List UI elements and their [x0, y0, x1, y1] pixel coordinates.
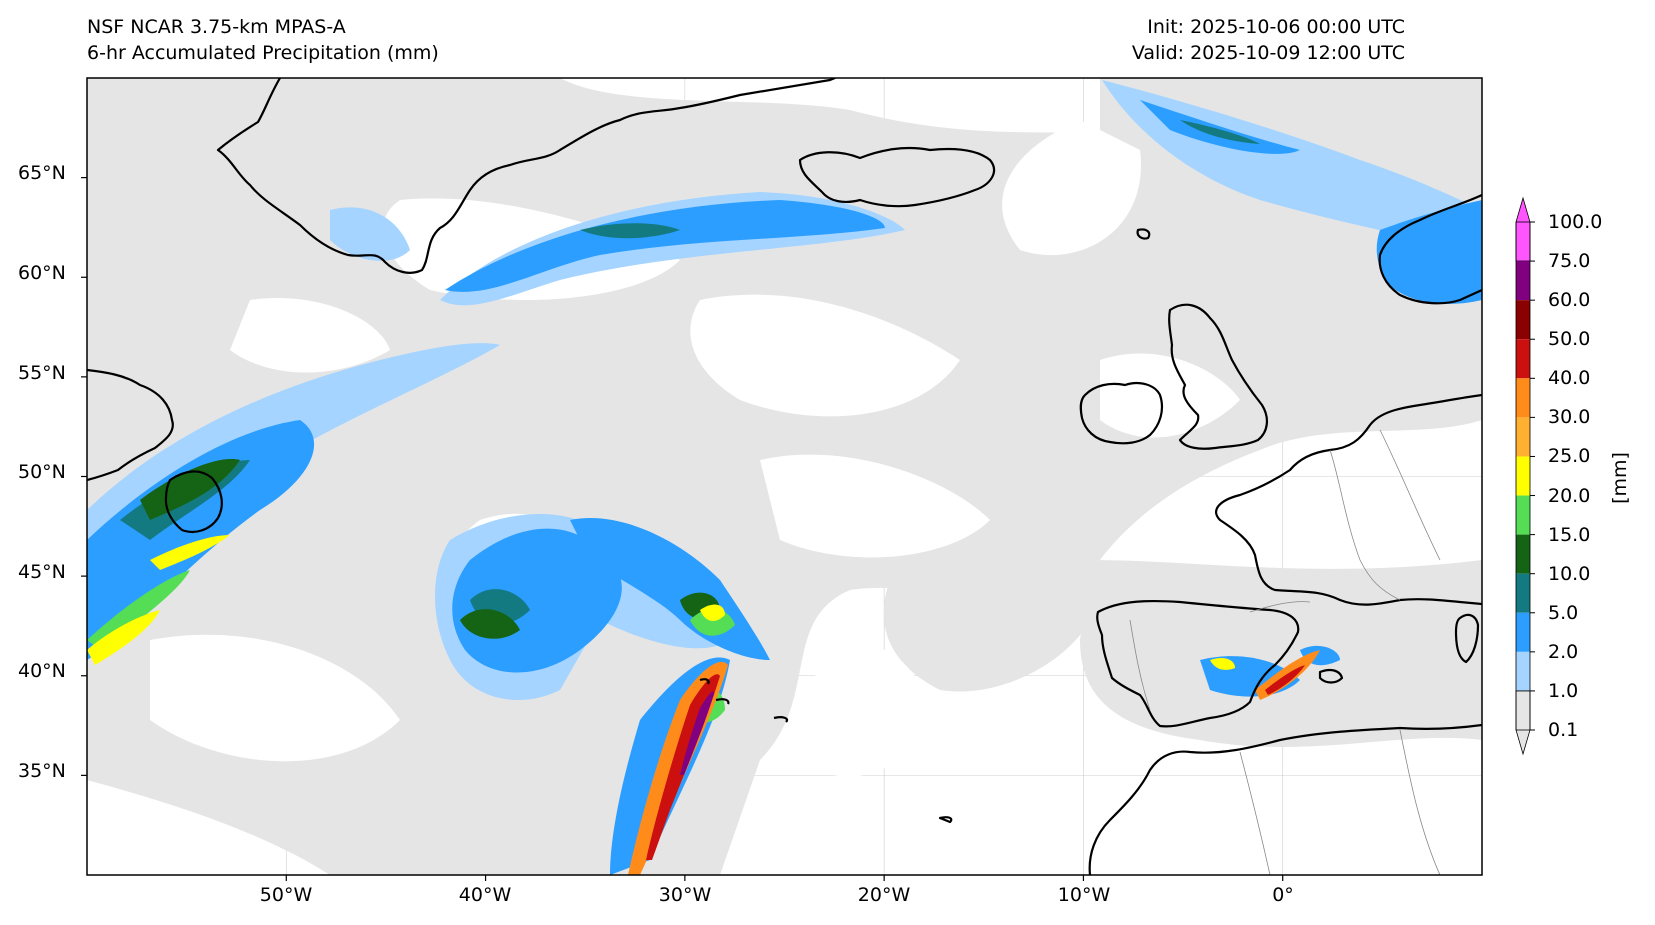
- colorbar-tick-label: 30.0: [1548, 406, 1591, 429]
- norway-coast: [1378, 193, 1482, 305]
- coastlines: [87, 78, 1482, 875]
- title-block-right: Init: 2025-10-06 00:00 UTC Valid: 2025-1…: [1132, 14, 1405, 66]
- newfoundland-coast: [164, 470, 223, 534]
- north-africa-coast: [1088, 723, 1482, 875]
- colorbar-frame: [1515, 221, 1531, 731]
- colorbar-segment: [1516, 300, 1530, 340]
- colorbar-tick-label: 0.1: [1548, 719, 1579, 741]
- azores-islands: [699, 678, 789, 723]
- greenland-coast: [216, 78, 836, 274]
- colorbar-segment: [1516, 651, 1530, 691]
- madeira-island: [938, 816, 953, 824]
- valid-time: Valid: 2025-10-09 12:00 UTC: [1131, 42, 1405, 64]
- europe-coast: [1215, 393, 1482, 606]
- colorbar-tick-label: 40.0: [1548, 367, 1591, 390]
- colorbar-units: [mm]: [1609, 452, 1631, 504]
- precip-intense-band: [628, 650, 1320, 875]
- ireland-coast: [1079, 381, 1164, 445]
- faroe-islands: [1136, 228, 1151, 240]
- iceland-coast: [798, 146, 996, 208]
- lat-tick-label: 40°N: [18, 660, 66, 682]
- lat-tick-label: 50°N: [18, 461, 66, 483]
- colorbar-tick-label: 100.0: [1548, 211, 1603, 233]
- colorbar-tick-label: 15.0: [1548, 523, 1591, 546]
- sardinia-coast: [1454, 613, 1480, 664]
- lat-tick-label: 60°N: [18, 262, 66, 284]
- model-title: NSF NCAR 3.75-km MPAS-A: [87, 16, 346, 38]
- lon-tick-label: 0°: [1272, 884, 1294, 906]
- title-block-left: NSF NCAR 3.75-km MPAS-A 6-hr Accumulated…: [87, 14, 439, 66]
- precip-20mm: [87, 535, 725, 665]
- country-borders: [1129, 429, 1441, 875]
- colorbar-tick-label: 10.0: [1548, 562, 1591, 585]
- colorbar-segment: [1516, 612, 1530, 652]
- lon-tick-label: 20°W: [857, 884, 911, 906]
- britain-coast: [1168, 303, 1268, 450]
- colorbar-segment: [1515, 690, 1531, 756]
- colorbar: [1515, 196, 1535, 756]
- lon-tick-label: 10°W: [1057, 884, 1111, 906]
- colorbar-tick-label: 5.0: [1548, 601, 1579, 624]
- colorbar-tick-label: 50.0: [1548, 328, 1591, 351]
- colorbar-segment: [1516, 573, 1530, 613]
- lat-tick-label: 65°N: [18, 162, 66, 184]
- colorbar-tick-label: 75.0: [1548, 250, 1591, 273]
- lon-tick-label: 50°W: [259, 884, 313, 906]
- lon-tick-label: 40°W: [458, 884, 512, 906]
- colorbar-segment: [1516, 378, 1530, 418]
- colorbar-segment: [1516, 495, 1530, 535]
- product-title: 6-hr Accumulated Precipitation (mm): [87, 42, 439, 64]
- balearic-coast: [1318, 668, 1344, 684]
- canada-coast: [87, 368, 174, 482]
- colorbar-segment: [1515, 196, 1531, 262]
- colorbar-tick-label: 20.0: [1548, 484, 1591, 507]
- colorbar-tick-label: 60.0: [1548, 289, 1591, 312]
- lat-tick-label: 45°N: [18, 561, 66, 583]
- lat-tick-label: 55°N: [18, 362, 66, 384]
- colorbar-segment: [1516, 417, 1530, 457]
- lat-tick-label: 35°N: [18, 760, 66, 782]
- colorbar-segment: [1516, 339, 1530, 379]
- axis-ticks: [81, 177, 1284, 881]
- colorbar-tick-label: 25.0: [1548, 445, 1591, 468]
- lon-tick-label: 30°W: [658, 884, 712, 906]
- colorbar-segment: [1516, 261, 1530, 301]
- colorbar-segment: [1516, 534, 1530, 574]
- init-time: Init: 2025-10-06 00:00 UTC: [1147, 16, 1405, 38]
- iberia-coast: [1096, 599, 1300, 728]
- colorbar-tick-label: 1.0: [1548, 679, 1579, 702]
- colorbar-tick-label: 2.0: [1548, 640, 1579, 663]
- colorbar-segment: [1516, 456, 1530, 496]
